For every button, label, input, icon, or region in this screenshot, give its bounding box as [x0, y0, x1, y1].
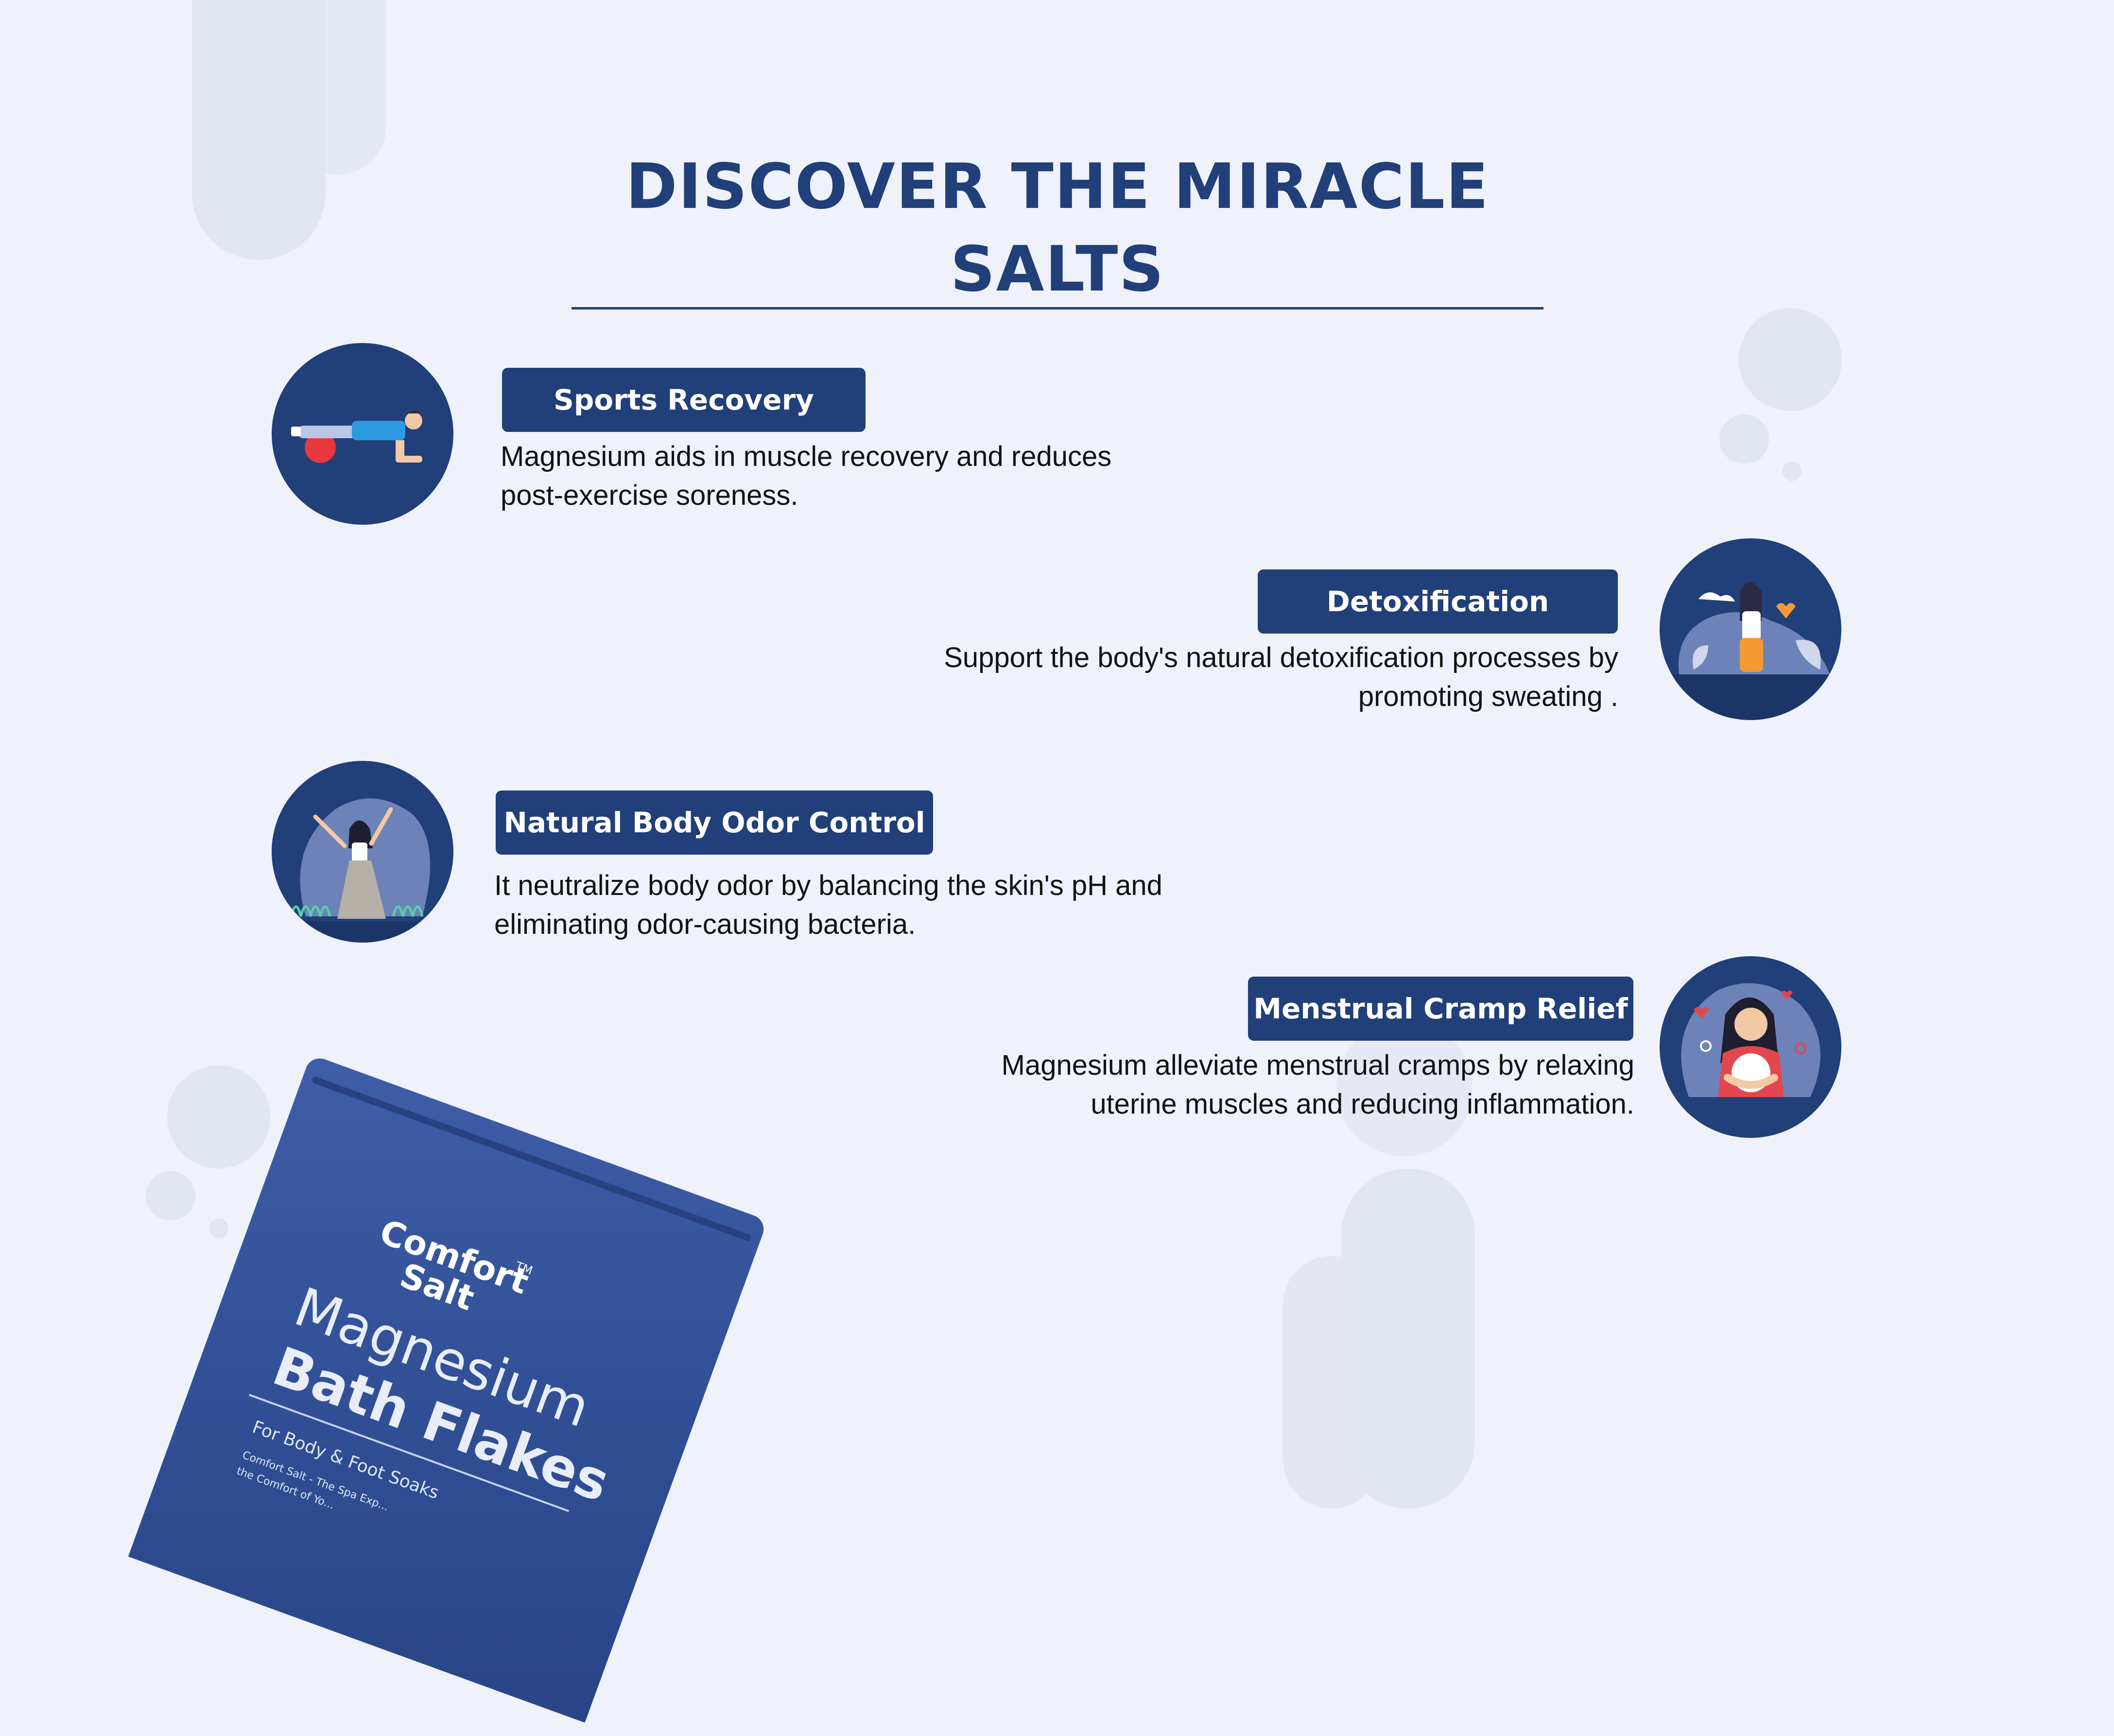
- benefit-label-body-odor-control: Natural Body Odor Control: [496, 791, 933, 855]
- benefit-desc-line: uterine muscles and reducing inflammatio…: [1091, 1088, 1634, 1120]
- decor-bubble-medium-left: [146, 1171, 195, 1220]
- benefit-desc-line: post-exercise soreness.: [501, 480, 798, 511]
- benefit-desc-line: eliminating odor-causing bacteria.: [494, 909, 916, 940]
- benefit-desc-line: Support the body's natural detoxificatio…: [944, 642, 1618, 673]
- decor-bubble-large-right: [1739, 308, 1842, 411]
- benefit-desc-line: promoting sweating .: [1358, 681, 1618, 712]
- cramp-relief-woman-icon: [1660, 956, 1841, 1138]
- decor-bubble-small-right: [1782, 462, 1802, 481]
- detox-woman-icon: [1660, 538, 1841, 720]
- benefit-label-menstrual-cramp-relief: Menstrual Cramp Relief: [1248, 977, 1633, 1041]
- benefit-desc-body-odor-control: It neutralize body odor by balancing the…: [494, 866, 1162, 944]
- decor-pill-top-left-2: [289, 0, 386, 175]
- dancing-woman-icon: [272, 761, 453, 943]
- decor-pill-bottom-center-2: [1283, 1256, 1380, 1509]
- title-underline: [572, 307, 1543, 309]
- decor-bubble-large-left: [167, 1066, 270, 1169]
- decor-bubble-center: [1336, 1020, 1473, 1156]
- plank-exercise-icon: [272, 343, 453, 525]
- benefit-desc-line: Magnesium aids in muscle recovery and re…: [501, 441, 1112, 472]
- title-block: DISCOVER THE MIRACLE SALTS: [572, 146, 1543, 309]
- decor-bubble-medium-right: [1719, 414, 1769, 464]
- benefit-desc-line: It neutralize body odor by balancing the…: [494, 870, 1162, 901]
- benefit-label-sports-recovery: Sports Recovery: [502, 368, 866, 432]
- benefit-label-detoxification: Detoxification: [1258, 569, 1618, 634]
- benefit-desc-detoxification: Support the body's natural detoxificatio…: [944, 638, 1618, 716]
- decor-bubble-small-left: [209, 1219, 228, 1238]
- benefit-desc-line: Magnesium alleviate menstrual cramps by …: [1001, 1049, 1634, 1081]
- benefit-desc-sports-recovery: Magnesium aids in muscle recovery and re…: [501, 437, 1111, 515]
- page-title: DISCOVER THE MIRACLE SALTS: [625, 151, 1490, 306]
- benefit-desc-menstrual-cramp-relief: Magnesium alleviate menstrual cramps by …: [1002, 1046, 1634, 1124]
